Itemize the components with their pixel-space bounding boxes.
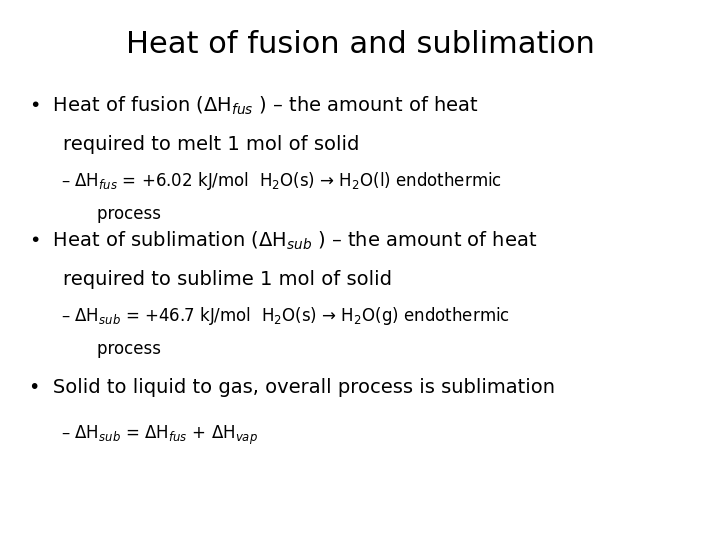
Text: Heat of fusion and sublimation: Heat of fusion and sublimation [125,30,595,59]
Text: process: process [76,340,161,358]
Text: •  Heat of sublimation (ΔH$_{sub}$ ) – the amount of heat: • Heat of sublimation (ΔH$_{sub}$ ) – th… [29,230,537,252]
Text: required to sublime 1 mol of solid: required to sublime 1 mol of solid [63,270,392,289]
Text: required to melt 1 mol of solid: required to melt 1 mol of solid [63,135,360,154]
Text: – ΔH$_{sub}$ = +46.7 kJ/mol  H$_{2}$O(s) → H$_{2}$O(g) endothermic: – ΔH$_{sub}$ = +46.7 kJ/mol H$_{2}$O(s) … [61,305,510,327]
Text: process: process [76,205,161,223]
Text: – ΔH$_{sub}$ = ΔH$_{fus}$ + ΔH$_{vap}$: – ΔH$_{sub}$ = ΔH$_{fus}$ + ΔH$_{vap}$ [61,424,258,447]
Text: •  Solid to liquid to gas, overall process is sublimation: • Solid to liquid to gas, overall proces… [29,378,555,397]
Text: – ΔH$_{fus}$ = +6.02 kJ/mol  H$_{2}$O(s) → H$_{2}$O(l) endothermic: – ΔH$_{fus}$ = +6.02 kJ/mol H$_{2}$O(s) … [61,170,502,192]
Text: •  Heat of fusion (ΔH$_{fus}$ ) – the amount of heat: • Heat of fusion (ΔH$_{fus}$ ) – the amo… [29,94,478,117]
